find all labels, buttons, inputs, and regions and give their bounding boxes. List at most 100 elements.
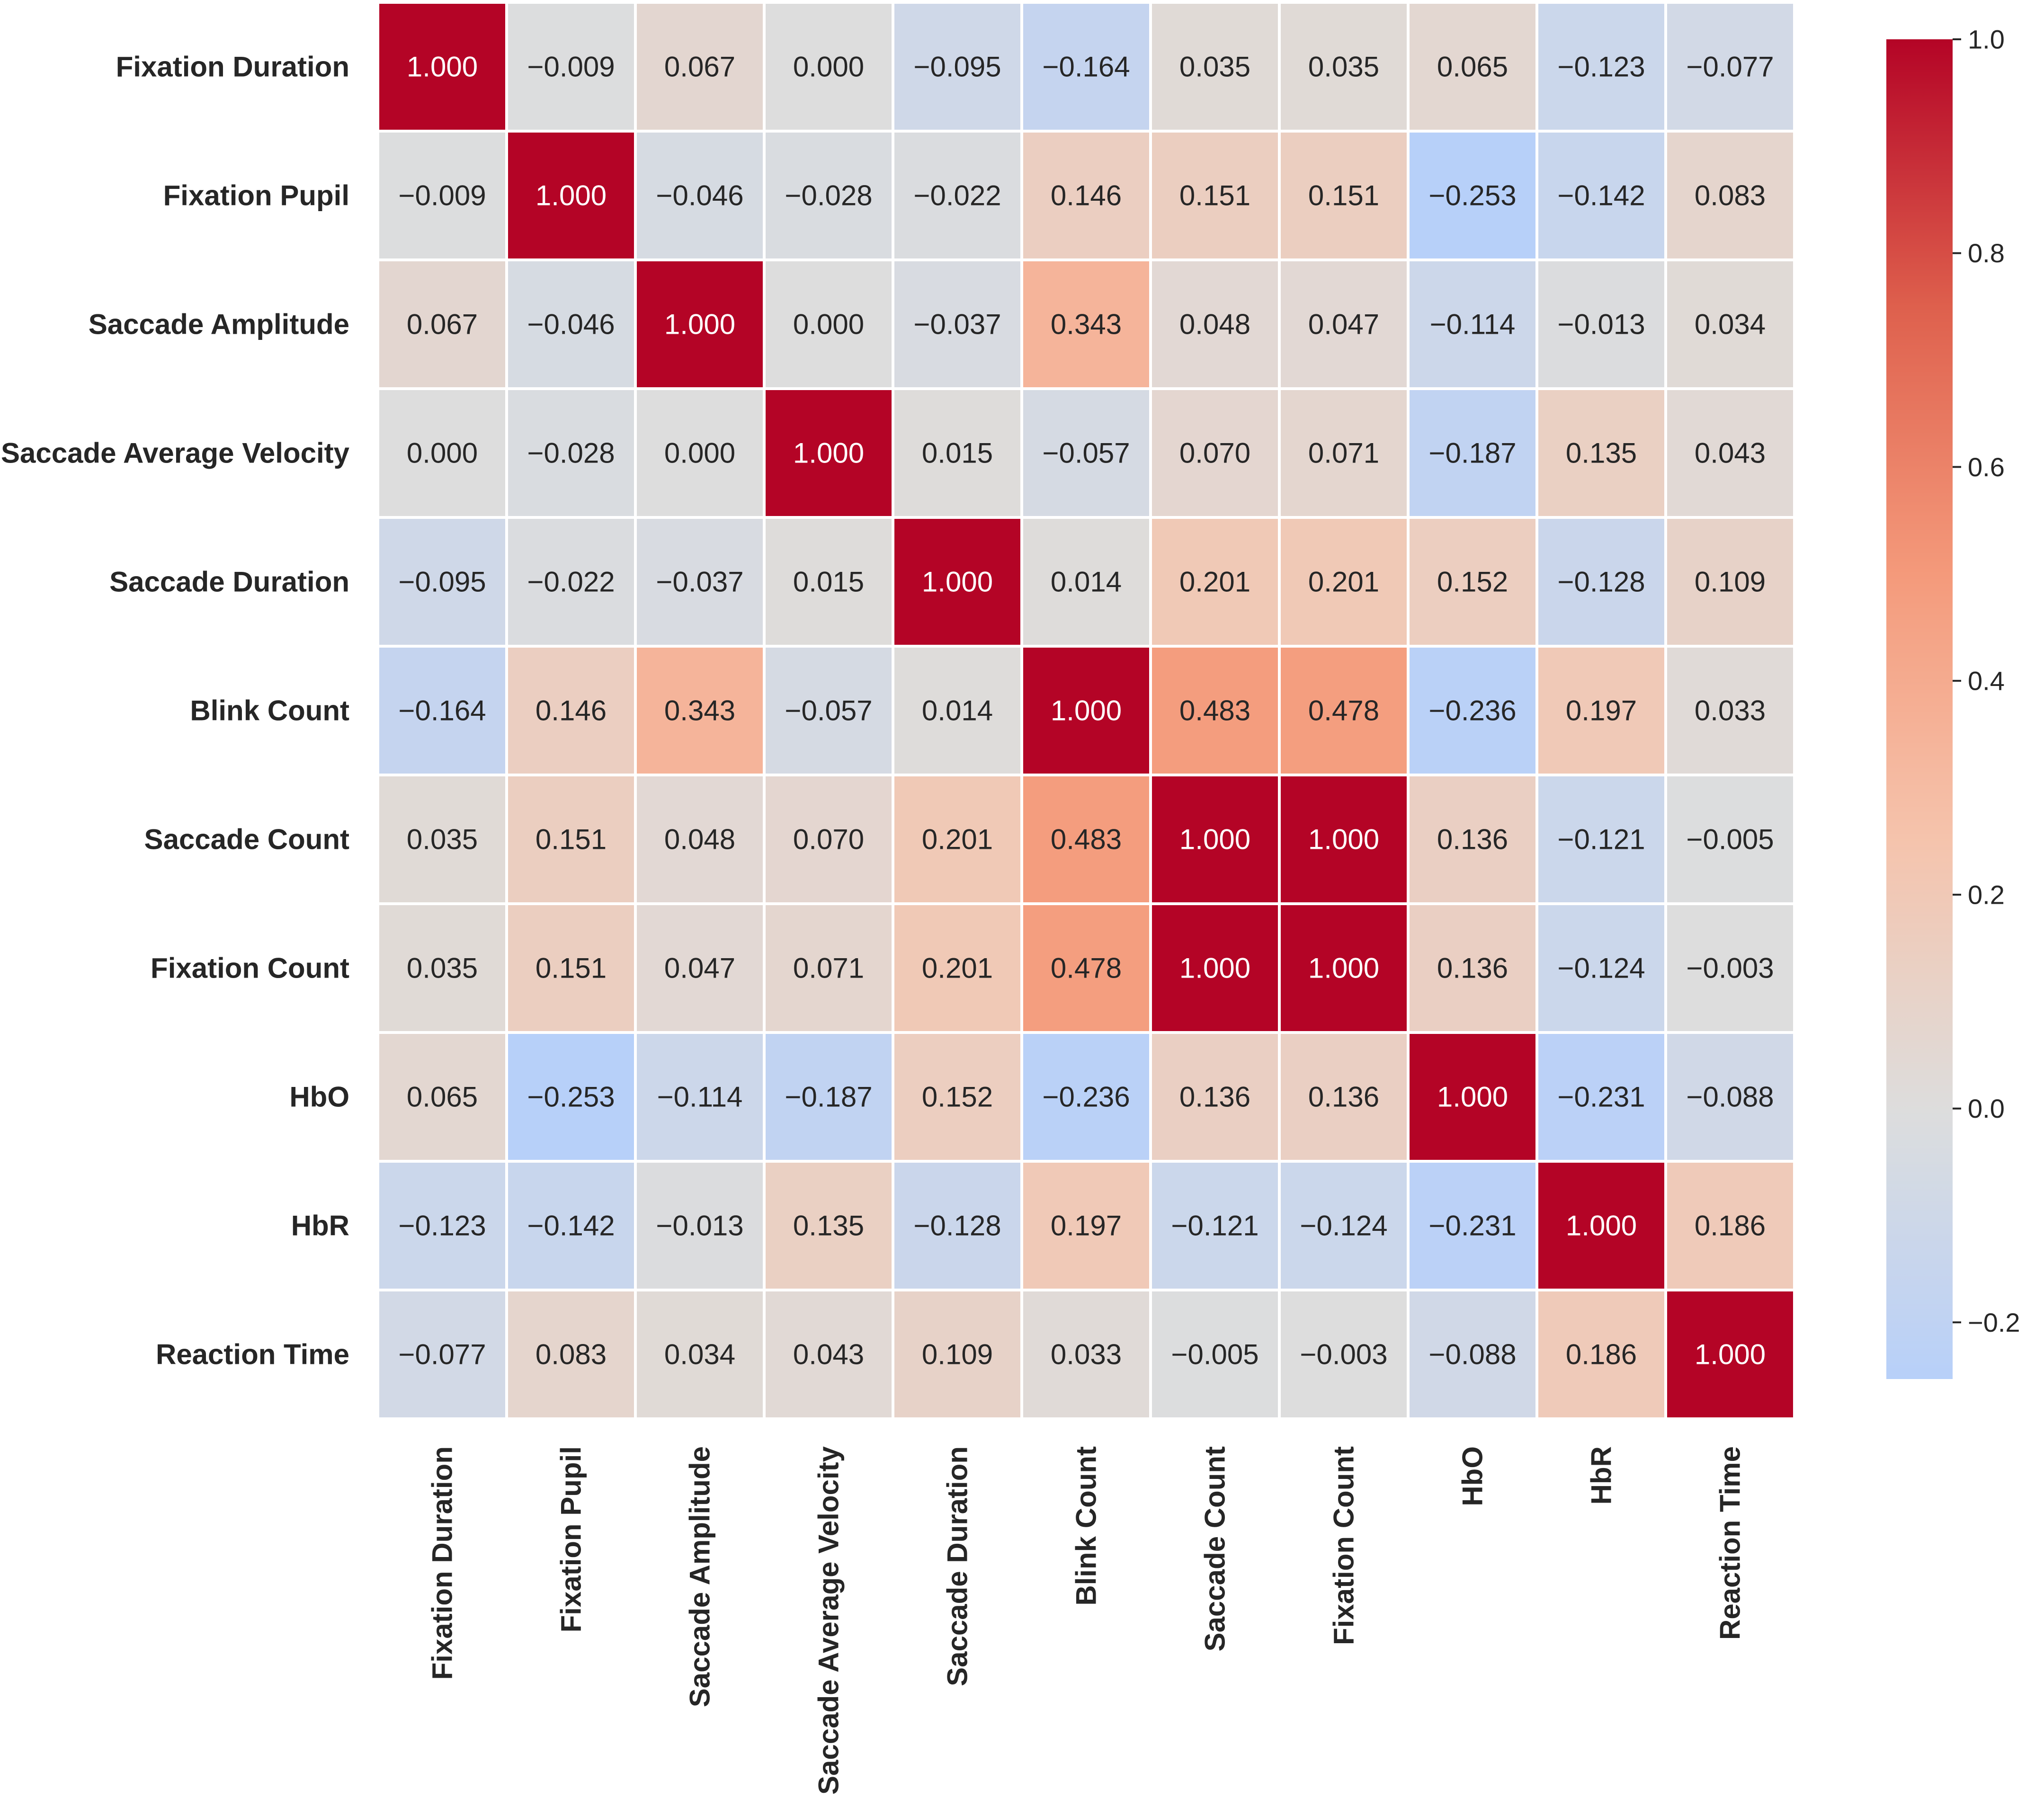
heatmap-cell: −0.046 [634, 130, 766, 261]
heatmap-cell: 1.000 [1278, 774, 1410, 905]
cell-value: −0.124 [1300, 1210, 1387, 1242]
cell-rect [892, 130, 1023, 261]
cell-rect [1149, 902, 1281, 1034]
heatmap-cell: 0.033 [1020, 1289, 1152, 1420]
heatmap-cell: −0.164 [1020, 1, 1152, 133]
colorbar-tick-label: 0.0 [1968, 1094, 2005, 1123]
heatmap-cell: 0.186 [1535, 1289, 1667, 1420]
cell-value: −0.022 [913, 180, 1001, 212]
cell-rect [1535, 130, 1667, 261]
cell-rect [376, 902, 508, 1034]
cell-value: 0.014 [922, 695, 993, 727]
heatmap-cell: 0.000 [763, 258, 894, 390]
heatmap-cell: 0.071 [763, 902, 894, 1034]
heatmap-cell: 0.201 [1278, 516, 1410, 648]
cell-value: −0.028 [527, 437, 615, 469]
heatmap-cell: −0.124 [1278, 1160, 1410, 1291]
heatmap-cell: 0.034 [1664, 258, 1796, 390]
cell-rect [763, 902, 894, 1034]
cell-rect [763, 516, 894, 648]
cell-rect [892, 1289, 1023, 1420]
cell-value: −0.121 [1557, 824, 1645, 855]
cell-value: −0.013 [1557, 309, 1645, 340]
cell-rect [376, 774, 508, 905]
cell-value: 0.135 [793, 1210, 864, 1242]
cell-value: 0.135 [1566, 437, 1637, 469]
cell-rect [634, 130, 766, 261]
heatmap-cell: −0.114 [634, 1031, 766, 1163]
cell-value: −0.231 [1428, 1210, 1516, 1242]
cell-rect [1020, 1, 1152, 133]
heatmap-cell: −0.028 [763, 130, 894, 261]
colorbar-tick-label: 0.4 [1968, 666, 2005, 696]
cell-rect [376, 1289, 508, 1420]
row-label: Reaction Time [156, 1339, 349, 1371]
cell-rect [505, 516, 637, 648]
heatmap-cell: 0.201 [892, 902, 1023, 1034]
cell-rect [1664, 516, 1796, 648]
cell-value: 0.065 [407, 1081, 478, 1113]
cell-rect [1535, 902, 1667, 1034]
cell-value: −0.124 [1557, 952, 1645, 984]
cell-rect [1020, 774, 1152, 905]
cell-value: 1.000 [1437, 1081, 1508, 1113]
heatmap-cell: 0.151 [1278, 130, 1410, 261]
colorbar-tick-label: −0.2 [1968, 1308, 2020, 1337]
cell-rect [1020, 1160, 1152, 1291]
column-label: Reaction Time [1714, 1446, 1746, 1640]
cell-rect [1664, 902, 1796, 1034]
heatmap-cell: −0.253 [1407, 130, 1538, 261]
cell-rect [1020, 1289, 1152, 1420]
cell-value: −0.009 [527, 51, 615, 83]
cell-value: −0.164 [1042, 51, 1130, 83]
cell-value: −0.187 [785, 1081, 872, 1113]
heatmap-cell: 0.135 [763, 1160, 894, 1291]
column-label: Saccade Amplitude [684, 1446, 716, 1707]
heatmap-cell: 1.000 [1278, 902, 1410, 1034]
cell-value: −0.123 [1557, 51, 1645, 83]
heatmap-cell: 0.135 [1535, 387, 1667, 519]
heatmap-cell: 1.000 [505, 130, 637, 261]
cell-value: 0.343 [664, 695, 735, 727]
heatmap-cell: −0.095 [892, 1, 1023, 133]
cell-value: 0.186 [1695, 1210, 1766, 1242]
cell-rect [1535, 387, 1667, 519]
cell-value: 0.083 [536, 1339, 607, 1371]
heatmap-cells: 1.000 −0.009 0.067 0.000 −0.095 −0.164 0.035 0.… [376, 1, 1796, 1420]
heatmap-cell: 1.000 [1149, 902, 1281, 1034]
column-label: Fixation Count [1328, 1446, 1360, 1645]
cell-value: 1.000 [1566, 1210, 1637, 1242]
heatmap-cell: 0.014 [1020, 516, 1152, 648]
cell-value: 0.151 [1179, 180, 1250, 212]
cell-rect [1664, 387, 1796, 519]
heatmap-cell: 0.152 [1407, 516, 1538, 648]
cell-value: 0.146 [1051, 180, 1122, 212]
heatmap-cell: 0.483 [1149, 645, 1281, 776]
cell-value: −0.046 [656, 180, 743, 212]
heatmap-cell: −0.187 [763, 1031, 894, 1163]
cell-value: 0.483 [1051, 824, 1122, 855]
heatmap-cell: −0.003 [1664, 902, 1796, 1034]
heatmap-cell: 0.152 [892, 1031, 1023, 1163]
heatmap-cell: 0.136 [1407, 902, 1538, 1034]
cell-rect [1664, 130, 1796, 261]
heatmap-cell: −0.124 [1535, 902, 1667, 1034]
cell-value: 0.197 [1051, 1210, 1122, 1242]
heatmap-cell: 0.109 [892, 1289, 1023, 1420]
cell-rect [892, 516, 1023, 648]
cell-value: 0.043 [1695, 437, 1766, 469]
cell-value: 0.071 [1308, 437, 1379, 469]
heatmap-cell: 0.047 [1278, 258, 1410, 390]
heatmap-cell: 0.071 [1278, 387, 1410, 519]
cell-value: −0.088 [1686, 1081, 1774, 1113]
cell-value: −0.236 [1428, 695, 1516, 727]
cell-rect [634, 516, 766, 648]
cell-value: 0.136 [1437, 824, 1508, 855]
colorbar-tick-label: 0.6 [1968, 452, 2005, 482]
heatmap-cell: 0.000 [376, 387, 508, 519]
heatmap-cell: 0.483 [1020, 774, 1152, 905]
heatmap-cell: −0.231 [1407, 1160, 1538, 1291]
cell-rect [1020, 130, 1152, 261]
cell-value: −0.009 [398, 180, 486, 212]
row-label: Fixation Count [151, 952, 349, 984]
